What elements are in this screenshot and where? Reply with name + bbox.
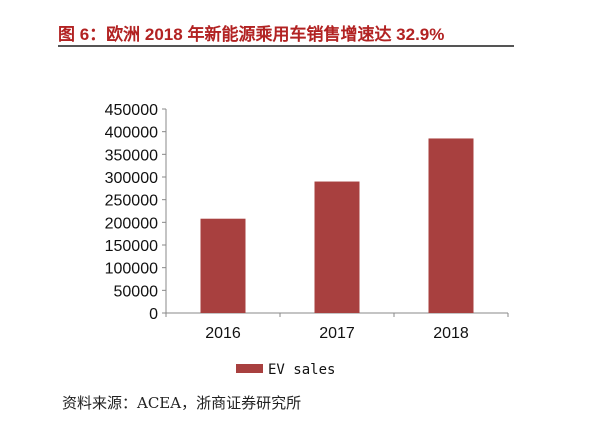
y-tick-label: 450000 — [105, 102, 158, 119]
y-tick-label: 300000 — [105, 170, 158, 187]
legend-label: EV sales — [268, 362, 335, 378]
title-divider — [58, 45, 514, 47]
y-tick-label: 150000 — [105, 238, 158, 255]
y-tick-label: 400000 — [105, 125, 158, 142]
y-tick-label: 50000 — [114, 283, 159, 300]
x-tick-label: 2016 — [205, 325, 241, 342]
source-note: 资料来源：ACEA，浙商证券研究所 — [62, 394, 302, 412]
bar-2016 — [200, 218, 246, 313]
y-tick-label: 250000 — [105, 193, 158, 210]
legend-swatch — [236, 364, 263, 373]
chart-title: 图 6：欧洲 2018 年新能源乘用车销售增速达 32.9% — [58, 25, 445, 44]
x-tick-label: 2017 — [319, 325, 355, 342]
y-tick-label: 200000 — [105, 215, 158, 232]
bar-2017 — [314, 181, 360, 313]
y-tick-label: 350000 — [105, 147, 158, 164]
y-tick-label: 0 — [149, 306, 158, 323]
x-tick-label: 2018 — [433, 325, 469, 342]
y-tick-label: 100000 — [105, 261, 158, 278]
bar-2018 — [428, 138, 474, 313]
